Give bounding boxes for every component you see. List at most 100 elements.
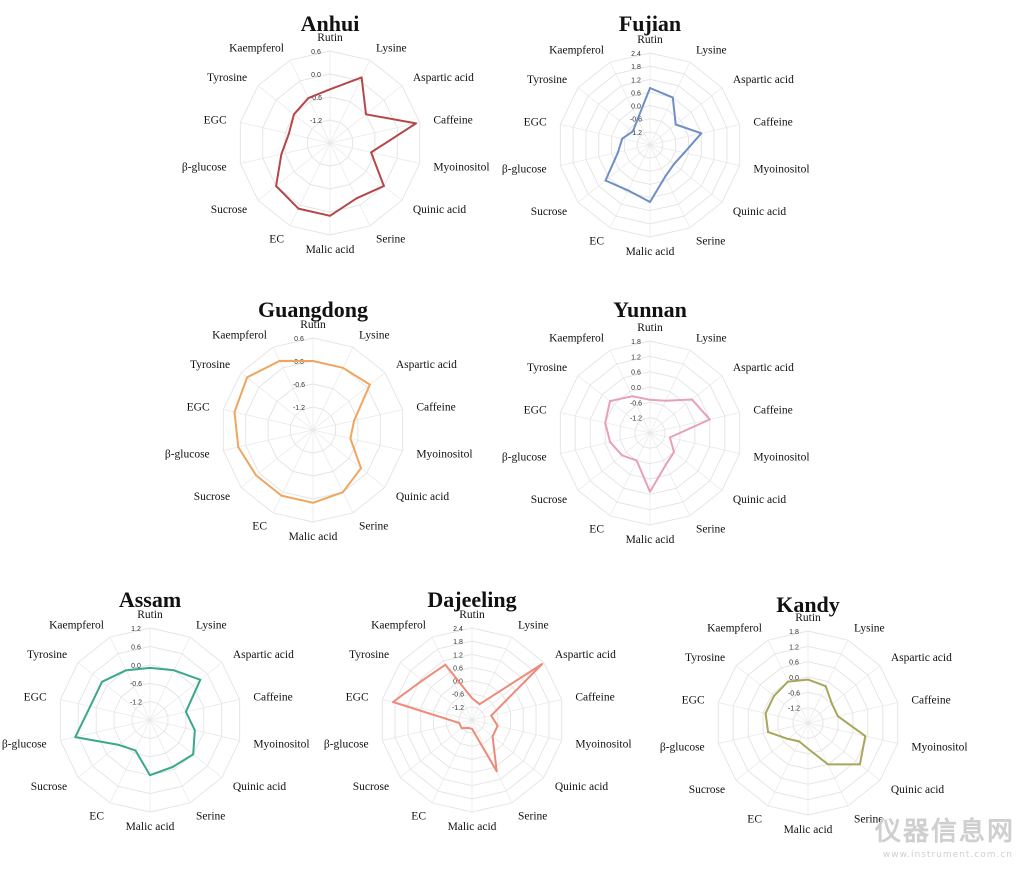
data-point: [370, 151, 372, 154]
data-point: [237, 446, 240, 448]
data-point: [649, 398, 651, 401]
data-point: [353, 419, 355, 422]
axis-label-myoinositol: Myoinositol: [753, 452, 809, 464]
data-point: [312, 501, 314, 504]
grid-spoke: [399, 719, 473, 778]
grid-spoke: [560, 124, 651, 146]
data-point: [636, 118, 639, 121]
data-point: [798, 740, 800, 743]
tick-label: -0.6: [630, 117, 642, 124]
data-point: [74, 736, 77, 738]
axis-label-aspartic-acid: Aspartic acid: [396, 359, 457, 371]
axis-label-tyrosine: Tyrosine: [527, 362, 567, 374]
tick-label: -1.2: [310, 118, 322, 125]
axis-label-sucrose: Sucrose: [531, 494, 567, 506]
grid-spoke: [312, 372, 386, 431]
axis-label-lysine: Lysine: [696, 44, 727, 56]
data-point: [627, 189, 629, 192]
chart-title: Assam: [119, 587, 181, 612]
axis-label-ec: EC: [589, 236, 604, 248]
data-point: [89, 705, 92, 708]
tick-label: 0.0: [294, 359, 304, 366]
axis-label-sucrose: Sucrose: [211, 204, 247, 216]
grid-spoke: [767, 722, 809, 807]
data-point: [864, 735, 867, 737]
chart-title: Anhui: [301, 11, 360, 36]
axis-label-kaempferol: Kaempferol: [549, 44, 604, 56]
data-point: [609, 441, 611, 443]
axis-label-malic-acid: Malic acid: [448, 821, 497, 833]
data-point: [134, 749, 137, 752]
series-line-fujian: [604, 87, 703, 203]
grid-spoke: [312, 409, 403, 431]
grid-spoke: [240, 122, 331, 144]
axis-label-lysine: Lysine: [359, 329, 390, 341]
radar-chart-dajeeling: Dajeeling2.41.81.20.60.0-0.6-1.2RutinLys…: [324, 587, 632, 833]
data-point: [360, 467, 362, 470]
axis-label-ec: EC: [89, 811, 104, 823]
tick-label: 2.4: [453, 626, 463, 633]
data-point: [807, 747, 809, 750]
axis-label-malic-acid: Malic acid: [626, 246, 675, 258]
grid-spoke: [560, 432, 651, 454]
data-point: [541, 663, 544, 665]
axis-label-aspartic-acid: Aspartic acid: [233, 649, 294, 661]
axis-label-tyrosine: Tyrosine: [27, 649, 67, 661]
axis-label-serine: Serine: [854, 814, 883, 826]
data-point: [673, 163, 675, 166]
tick-label: 1.2: [453, 652, 463, 659]
grid-spoke: [312, 429, 403, 451]
data-point: [673, 451, 675, 453]
data-point: [632, 130, 634, 133]
grid-spoke: [577, 375, 651, 434]
grid-spoke: [807, 722, 898, 744]
grid-spoke: [471, 662, 545, 721]
axis-label-caffeine: Caffeine: [433, 114, 472, 126]
grid-spoke: [431, 636, 473, 721]
axis-label-egc: EGC: [24, 691, 47, 703]
grid-spoke: [735, 665, 809, 724]
axis-label-quinic-acid: Quinic acid: [733, 494, 787, 506]
grid-spoke: [649, 432, 740, 454]
data-point: [831, 703, 833, 705]
grid-spoke: [609, 349, 651, 434]
data-point: [664, 399, 667, 402]
tick-label: -0.6: [788, 690, 800, 697]
axis-label-sucrose: Sucrose: [531, 206, 567, 218]
data-point: [280, 153, 283, 156]
data-point: [117, 744, 120, 746]
data-point: [467, 727, 470, 729]
grid-spoke: [240, 142, 331, 164]
data-point: [383, 185, 385, 187]
axis-label-kaempferol: Kaempferol: [549, 332, 604, 344]
grid-spoke: [718, 722, 809, 744]
axis-label-egc: EGC: [346, 691, 369, 703]
tick-label: 0.6: [294, 336, 304, 343]
chart-title: Dajeeling: [427, 587, 516, 612]
axis-label-caffeine: Caffeine: [253, 691, 292, 703]
axis-label--glucose: β-glucose: [165, 449, 210, 461]
data-point: [360, 76, 363, 79]
axis-label-egc: EGC: [204, 114, 227, 126]
tick-label: 0.6: [631, 370, 641, 377]
grid-spoke: [257, 142, 331, 201]
tick-label: -1.2: [630, 416, 642, 423]
data-point: [293, 113, 295, 116]
axis-label-sucrose: Sucrose: [31, 781, 67, 793]
data-point: [859, 763, 861, 766]
axis-label-caffeine: Caffeine: [575, 691, 614, 703]
data-point: [329, 214, 331, 217]
axis-label-lysine: Lysine: [518, 619, 549, 631]
grid-spoke: [577, 87, 651, 146]
axis-label-egc: EGC: [524, 116, 547, 128]
data-point: [691, 398, 693, 401]
axis-label-myoinositol: Myoinositol: [575, 739, 631, 751]
chart-title: Fujian: [619, 11, 681, 36]
tick-label: 1.2: [789, 644, 799, 651]
data-point: [496, 724, 499, 727]
axis-label-quinic-acid: Quinic acid: [233, 781, 287, 793]
data-point: [149, 667, 151, 669]
data-point: [307, 97, 310, 99]
data-point: [355, 197, 358, 200]
grid-spoke: [471, 699, 562, 721]
